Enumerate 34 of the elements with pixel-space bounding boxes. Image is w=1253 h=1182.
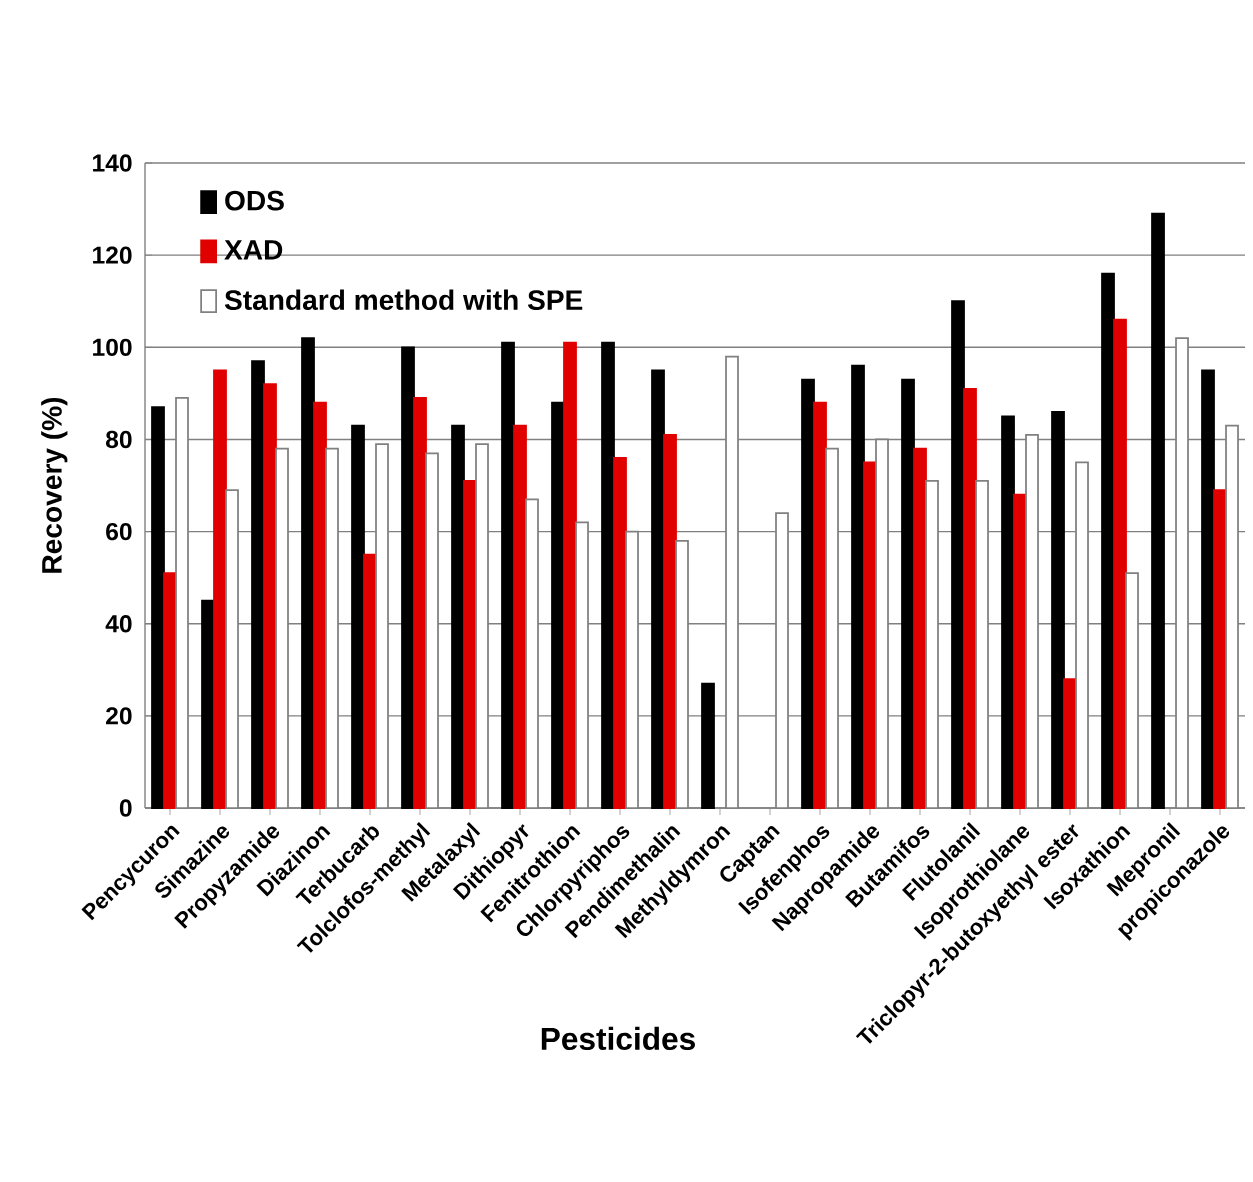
bar (963, 387, 977, 809)
bar (1001, 415, 1015, 809)
bar (601, 341, 615, 809)
bar (951, 300, 965, 809)
bar (263, 383, 277, 809)
bar (851, 364, 865, 809)
bar (1113, 318, 1127, 809)
bar (651, 369, 665, 809)
bar (563, 341, 577, 809)
bar (501, 341, 515, 809)
bar (1051, 410, 1065, 809)
bar (701, 682, 715, 809)
legend-label: XAD (224, 240, 283, 260)
legend-label: ODS (225, 190, 284, 211)
bar (213, 369, 227, 809)
y-tick-label: 100 (93, 338, 132, 356)
x-axis-title: Pesticides (541, 1026, 695, 1051)
bar (613, 456, 627, 809)
y-tick-label: 140 (93, 154, 132, 172)
bar (1201, 369, 1215, 809)
bar (901, 378, 915, 809)
bar (513, 424, 527, 809)
y-tick-label: 20 (106, 707, 132, 725)
y-tick-label: 80 (105, 430, 132, 449)
y-tick-label: 120 (93, 246, 132, 264)
y-tick-label: 40 (105, 615, 132, 633)
bar (351, 424, 365, 809)
y-tick-label: 0 (119, 799, 132, 817)
y-axis-title: Recovery (%) (41, 397, 68, 573)
bar (1151, 212, 1165, 809)
bar (663, 433, 677, 809)
legend-label: Standard method with SPE (224, 289, 583, 311)
y-tick-label: 60 (106, 522, 132, 541)
bar (151, 406, 165, 809)
